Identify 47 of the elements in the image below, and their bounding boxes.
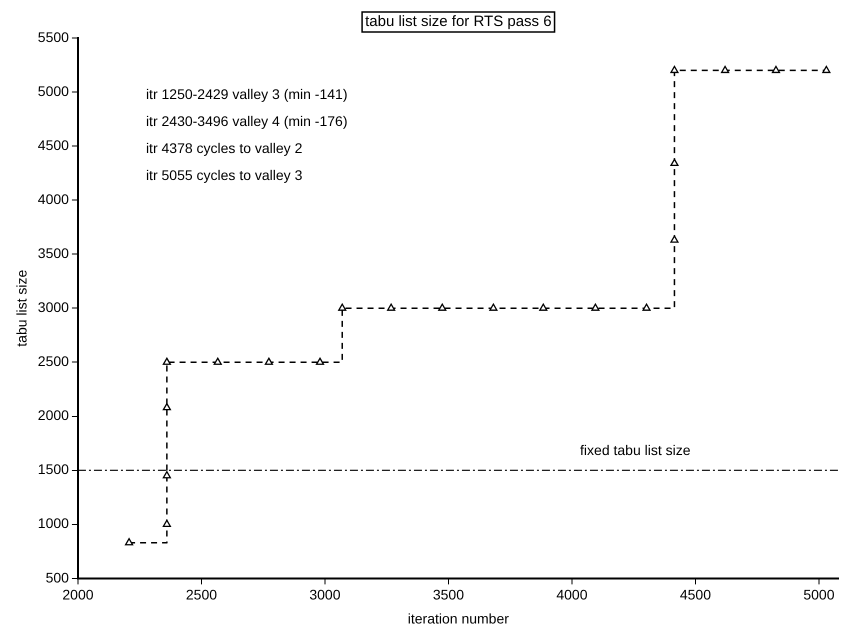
x-tick-label: 4500 (680, 586, 712, 603)
point (438, 304, 446, 311)
y-tick-label: 1500 (38, 461, 70, 478)
point (720, 66, 730, 74)
x-tick-label: 2000 (62, 586, 94, 603)
point (387, 304, 396, 311)
y-tick-label: 3500 (38, 245, 70, 262)
y-tick-label: 3000 (38, 299, 70, 316)
point (214, 358, 222, 365)
point (539, 304, 548, 311)
x-tick-label: 5000 (803, 586, 835, 603)
point (162, 471, 171, 478)
point (670, 66, 679, 74)
point (162, 520, 171, 528)
y-tick-label: 5000 (38, 82, 70, 99)
x-axis-title: iteration number (408, 610, 510, 626)
y-tick-label: 1000 (38, 515, 70, 532)
point (264, 358, 273, 365)
y-tick-label: 4000 (38, 190, 70, 207)
y-tick-label: 500 (46, 569, 70, 586)
annotation: itr 2430-3496 valley 4 (min -176) (146, 112, 348, 129)
y-tick-label: 5500 (38, 28, 70, 45)
annotation: itr 4378 cycles to valley 2 (146, 140, 303, 156)
chart-title: tabu list size for RTS pass 6 (365, 13, 552, 30)
point (338, 304, 346, 311)
x-tick-label: 3500 (432, 586, 464, 603)
point (642, 304, 651, 311)
point (822, 66, 830, 74)
annotation: itr 1250-2429 valley 3 (min -141) (146, 86, 348, 102)
y-axis-title: tabu list size (13, 269, 30, 347)
y-tick-label: 4500 (38, 136, 70, 153)
point (670, 158, 679, 166)
point (162, 402, 171, 410)
point (316, 358, 324, 365)
point (772, 66, 780, 74)
point (124, 538, 134, 546)
y-tick-label: 2000 (38, 407, 70, 424)
point (670, 235, 679, 243)
point (489, 304, 498, 311)
x-tick-label: 3000 (309, 586, 341, 603)
y-tick-label: 2500 (38, 353, 70, 370)
annotation: itr 5055 cycles to valley 3 (146, 166, 303, 183)
point (162, 358, 171, 365)
x-tick-label: 2500 (186, 586, 218, 603)
ref-line-label: fixed tabu list size (580, 442, 691, 458)
x-tick-label: 4000 (556, 586, 588, 603)
point (591, 304, 600, 311)
